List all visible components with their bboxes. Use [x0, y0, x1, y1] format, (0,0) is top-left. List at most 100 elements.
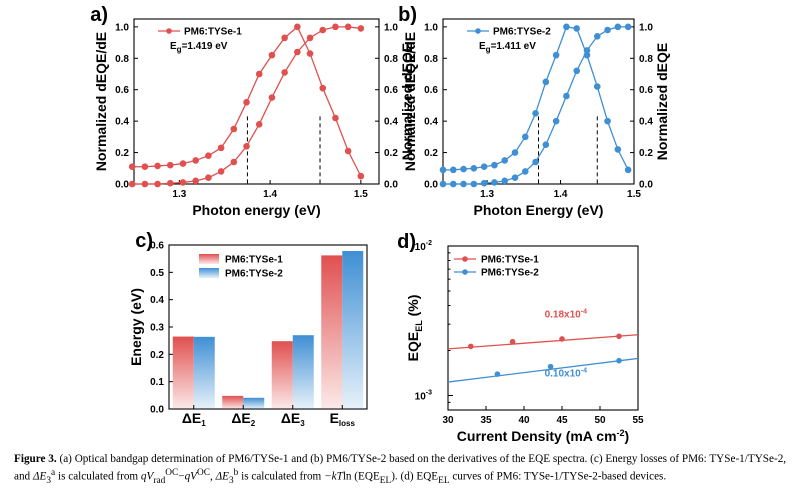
legend-marker-a [166, 28, 172, 34]
data-point-a-0-8 [230, 125, 238, 133]
x-tick-label-b-0: 1.3 [480, 189, 494, 200]
y-tick-base-d-0: 10 [415, 392, 427, 403]
data-point-a-1-15 [319, 26, 327, 34]
caption-figure-number: Figure 3. [14, 453, 57, 465]
category-main-c-3: E [330, 410, 339, 426]
figure-3: 0.0 0.0 0.2 0.2 0.4 0.4 0.6 0.6 0.8 0.8 1.0 1.0 1.3 1… [90, 4, 670, 444]
bar-c-1-1 [243, 397, 265, 409]
data-point-b-1-12 [563, 92, 570, 100]
caption-qv-1: qV [140, 471, 154, 484]
value-label-main-d-0: 0.18x10 [545, 310, 582, 321]
data-point-a-0-16 [332, 114, 339, 122]
legend-swatch-c-0 [199, 254, 219, 264]
fit-line-d-0 [447, 334, 639, 350]
legend-marker-b [475, 28, 481, 34]
data-point-d-1-1 [547, 363, 554, 370]
data-point-b-1-15 [593, 32, 601, 40]
y-tick-label-left-b-2: 0.4 [424, 117, 438, 128]
caption-el-2: EL [438, 476, 450, 487]
y-tick-label-left-a-3: 0.6 [115, 85, 129, 96]
y-tick-label-c-3: 0.3 [150, 323, 164, 334]
y-tick-label-right-a-4: 0.8 [384, 54, 398, 65]
data-point-b-0-13 [573, 25, 581, 32]
eg-annotation-prefix-b: E [479, 41, 486, 52]
caption-qv-2: qV [184, 471, 197, 484]
y-tick-label-c-4: 0.4 [150, 295, 164, 306]
caption-delta-e3b-sup: b [233, 468, 239, 479]
value-label-d-1: 0.10x10-4 [545, 367, 587, 379]
y-tick-label-c-0: 0.0 [150, 405, 164, 416]
category-label-c-3: Eloss [330, 410, 356, 428]
category-label-c-1: ΔE2 [231, 410, 255, 428]
y-tick-exp-d-1: -2 [426, 240, 432, 247]
caption-text-5: ). (d) EQE [391, 471, 439, 484]
data-point-a-1-7 [217, 168, 225, 175]
data-point-b-1-13 [573, 67, 581, 75]
caption-text-4: is calculated from [238, 471, 325, 484]
y-axis-label-main-d: EQE [405, 332, 421, 362]
y-tick-label-right-b-1: 0.2 [639, 148, 653, 159]
plot-frame-a [133, 18, 380, 185]
x-axis-label-b: Photon Energy (eV) [474, 202, 604, 218]
y-tick-label-right-a-2: 0.4 [384, 117, 398, 128]
y-tick-label-c-6: 0.6 [150, 241, 164, 252]
figure-caption: Figure 3. (a) Optical bandgap determinat… [14, 452, 788, 489]
data-point-b-0-15 [593, 83, 601, 90]
data-point-a-0-15 [319, 84, 327, 92]
y-tick-label-left-a-2: 0.4 [115, 117, 129, 128]
y-tick-label-right-b-3: 0.6 [639, 85, 653, 96]
category-label-c-0: ΔE1 [182, 410, 206, 428]
data-point-a-0-13 [294, 23, 301, 31]
caption-text-1: (a) Optical bandgap determination of PM6… [14, 453, 787, 484]
y-tick-label-left-a-4: 0.8 [115, 54, 129, 65]
data-point-b-0-1 [449, 166, 457, 174]
x-tick-label-d-0: 30 [442, 415, 454, 426]
y-tick-label-right-a-5: 1.0 [384, 22, 398, 33]
x-tick-label-d-4: 50 [594, 415, 606, 426]
legend-label-c-0: PM6:TYSe-1 [225, 255, 283, 266]
y-tick-label-right-b-0: 0.0 [639, 180, 653, 191]
legend-marker-d-0 [462, 256, 468, 262]
data-point-a-1-12 [281, 69, 288, 76]
data-point-b-0-6 [501, 157, 509, 164]
data-point-a-1-5 [192, 177, 200, 185]
caption-kt: −kT [324, 471, 343, 484]
data-point-a-0-3 [166, 161, 174, 169]
eg-annotation-a: Eg=1.419 eV [170, 41, 228, 54]
caption-delta-e3-sub: 3 [46, 476, 52, 487]
data-point-b-0-2 [460, 165, 467, 173]
data-point-b-1-4 [480, 179, 488, 187]
chart-d: 10-310-230 35 40 45 50 550.18x10-4PM6:TYSe-10… [397, 231, 644, 444]
x-tick-label-a-0: 1.3 [172, 189, 186, 200]
y-tick-label-c-1: 0.1 [150, 377, 164, 388]
eg-annotation-sub-b: g [486, 45, 491, 54]
data-point-b-1-7 [511, 174, 519, 182]
category-label-c-2: ΔE3 [281, 410, 305, 428]
legend-label-d-1: PM6:TYSe-2 [481, 268, 539, 279]
data-point-a-0-11 [268, 51, 276, 59]
eg-annotation-value-b: =1.411 eV [491, 41, 537, 52]
x-tick-label-d-5: 55 [632, 415, 644, 426]
y-tick-exp-d-0: -3 [426, 390, 432, 397]
data-point-a-0-0 [128, 163, 136, 171]
y-tick-label-right-a-1: 0.2 [384, 148, 398, 159]
value-label-exp-d-1: -4 [581, 367, 587, 374]
caption-minus: − [178, 471, 185, 484]
bar-c-3-1 [342, 251, 364, 409]
data-point-a-0-9 [243, 98, 250, 106]
chart-a: 0.0 0.0 0.2 0.2 0.4 0.4 0.6 0.6 0.8 0.8 1.0 1.0 1.3 1… [90, 4, 415, 218]
data-point-a-0-2 [154, 162, 161, 170]
x-tick-label-a-1: 1.4 [263, 189, 277, 200]
data-point-a-0-18 [357, 172, 365, 180]
data-point-d-0-1 [509, 338, 516, 345]
y-tick-label-c-2: 0.2 [150, 350, 164, 361]
caption-rad: rad [153, 476, 166, 487]
data-point-a-0-7 [217, 144, 225, 152]
data-point-a-1-0 [128, 180, 136, 188]
y-axis-label-right-a: Normalized dEQE [399, 43, 415, 160]
caption-el-1: EL [379, 476, 392, 487]
y-tick-label-d-0: 10-3 [415, 390, 432, 403]
y-tick-label-right-a-0: 0.0 [384, 180, 398, 191]
category-main-c-1: ΔE [231, 410, 250, 426]
data-point-a-0-12 [281, 34, 288, 42]
